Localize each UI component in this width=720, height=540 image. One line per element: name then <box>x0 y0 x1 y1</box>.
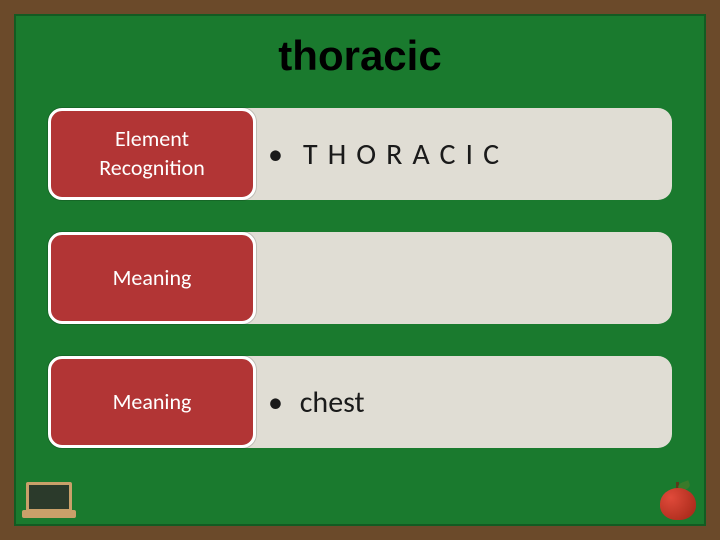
rows-container: • THORACIC Element Recognition Meaning • … <box>14 108 706 448</box>
content-text: chest <box>300 384 365 421</box>
bullet-icon: • <box>268 136 293 173</box>
label-line1: Meaning <box>113 264 192 293</box>
chalkboard-icon <box>20 482 78 522</box>
label-line2: Recognition <box>99 154 205 183</box>
row-element-recognition: • THORACIC Element Recognition <box>48 108 672 200</box>
apple-icon <box>656 480 700 522</box>
slide: thoracic • THORACIC Element Recognition M… <box>0 0 720 540</box>
page-title: thoracic <box>14 32 706 80</box>
label-line1: Element <box>115 125 189 154</box>
label-box: Element Recognition <box>48 108 256 200</box>
label-line1: Meaning <box>113 388 192 417</box>
content-text: THORACIC <box>303 136 509 173</box>
row-meaning-2: • chest Meaning <box>48 356 672 448</box>
row-meaning-1: Meaning <box>48 232 672 324</box>
label-box: Meaning <box>48 356 256 448</box>
bullet-icon: • <box>268 384 283 421</box>
label-box: Meaning <box>48 232 256 324</box>
